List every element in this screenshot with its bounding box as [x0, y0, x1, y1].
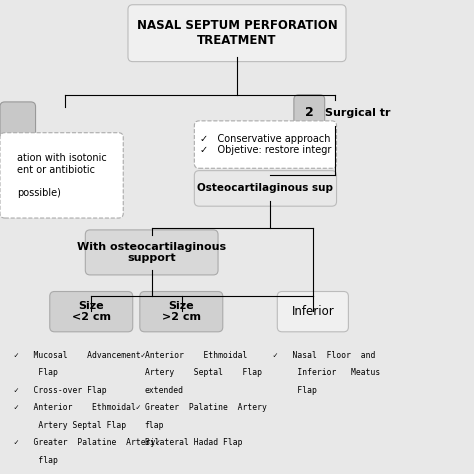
Text: Artery Septal Flap: Artery Septal Flap [14, 421, 127, 430]
Text: NASAL SEPTUM PERFORATION
TREATMENT: NASAL SEPTUM PERFORATION TREATMENT [137, 19, 337, 47]
Text: Bilateral Hadad Flap: Bilateral Hadad Flap [145, 438, 242, 447]
Text: ✓   Anterior    Ethmoidal✓: ✓ Anterior Ethmoidal✓ [14, 403, 141, 412]
Text: Anterior    Ethmoidal: Anterior Ethmoidal [145, 351, 247, 360]
FancyBboxPatch shape [294, 95, 325, 130]
Text: With osteocartilaginous
support: With osteocartilaginous support [77, 242, 226, 263]
Text: ✓   Cross-over Flap: ✓ Cross-over Flap [14, 386, 107, 395]
Text: flap: flap [14, 456, 58, 465]
Text: ✓   Conservative approach
✓   Objetive: restore integr: ✓ Conservative approach ✓ Objetive: rest… [200, 134, 331, 155]
FancyBboxPatch shape [194, 171, 337, 206]
Text: Surgical tr: Surgical tr [325, 108, 390, 118]
Text: ✓   Greater  Palatine  Artery✓: ✓ Greater Palatine Artery✓ [14, 438, 161, 447]
FancyBboxPatch shape [140, 292, 223, 332]
Text: Artery    Septal    Flap: Artery Septal Flap [145, 368, 262, 377]
Text: Size
<2 cm: Size <2 cm [72, 301, 111, 322]
FancyBboxPatch shape [85, 230, 218, 275]
Text: Inferior   Meatus: Inferior Meatus [273, 368, 380, 377]
Text: flap: flap [145, 421, 164, 430]
Text: extended: extended [145, 386, 183, 395]
FancyBboxPatch shape [128, 5, 346, 62]
FancyBboxPatch shape [0, 133, 123, 218]
Text: Flap: Flap [273, 386, 317, 395]
Text: Size
>2 cm: Size >2 cm [162, 301, 201, 322]
FancyBboxPatch shape [50, 292, 133, 332]
FancyBboxPatch shape [194, 121, 337, 168]
FancyBboxPatch shape [0, 102, 36, 137]
Text: ✓   Mucosal    Advancement✓: ✓ Mucosal Advancement✓ [14, 351, 146, 360]
Text: Flap: Flap [14, 368, 58, 377]
Text: 2: 2 [305, 106, 314, 119]
Text: Inferior: Inferior [292, 305, 334, 318]
Text: Greater  Palatine  Artery: Greater Palatine Artery [145, 403, 266, 412]
Text: Osteocartilaginous sup: Osteocartilaginous sup [198, 183, 333, 193]
Text: ✓   Nasal  Floor  and: ✓ Nasal Floor and [273, 351, 375, 360]
Text: ation with isotonic
ent or antibiotic

possible): ation with isotonic ent or antibiotic po… [17, 153, 107, 198]
FancyBboxPatch shape [277, 292, 348, 332]
